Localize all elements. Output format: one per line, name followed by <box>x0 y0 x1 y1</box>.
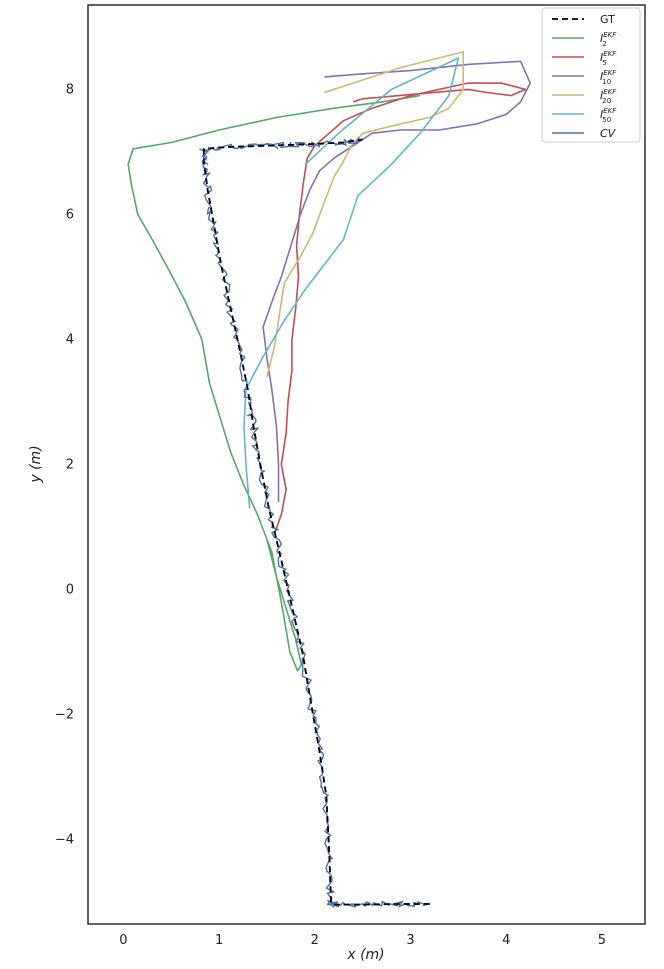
x-tick-label: 1 <box>215 933 223 948</box>
x-tick-label: 2 <box>311 933 319 948</box>
x-axis-label: x (m) <box>346 947 384 963</box>
legend-box <box>541 7 641 143</box>
legend-label: CV <box>600 127 617 140</box>
y-tick-label: 4 <box>66 332 74 347</box>
legend-label: IEKF 50 <box>600 107 617 124</box>
y-tick-label: 8 <box>66 82 74 97</box>
x-tick-labels: 0 1 2 3 4 5 <box>119 933 606 948</box>
legend: GT IEKF 2 IEKF 5 IEKF 10 IEKF 20 IEKF 50 CV <box>541 7 641 143</box>
plot-frame <box>87 4 646 925</box>
y-tick-label: 2 <box>66 458 74 473</box>
series-line-2 <box>273 82 527 534</box>
y-tick-label: −2 <box>55 708 74 723</box>
legend-label: IEKF 20 <box>600 88 617 105</box>
y-tick-label: 6 <box>66 207 74 222</box>
series-line-4 <box>266 51 464 378</box>
legend-label: IEKF 2 <box>600 31 617 48</box>
series-line-1 <box>127 94 421 672</box>
y-axis-label: y (m) <box>28 445 44 483</box>
series-line-5 <box>243 57 460 509</box>
x-tick-label: 5 <box>598 933 606 948</box>
legend-label: IEKF 10 <box>600 69 617 86</box>
x-tick-label: 0 <box>119 933 127 948</box>
series-layer <box>127 51 531 908</box>
legend-label: IEKF 5 <box>600 50 617 67</box>
y-tick-label: 0 <box>66 583 74 598</box>
y-tick-labels: −4 −2 0 2 4 6 8 <box>55 82 74 847</box>
series-line-gt-overlay <box>203 138 430 906</box>
series-line-6 <box>199 136 430 908</box>
legend-label: GT <box>600 13 615 26</box>
series-line-3 <box>262 60 531 502</box>
x-tick-label: 3 <box>406 933 414 948</box>
y-tick-label: −4 <box>55 833 74 848</box>
x-tick-label: 4 <box>502 933 510 948</box>
